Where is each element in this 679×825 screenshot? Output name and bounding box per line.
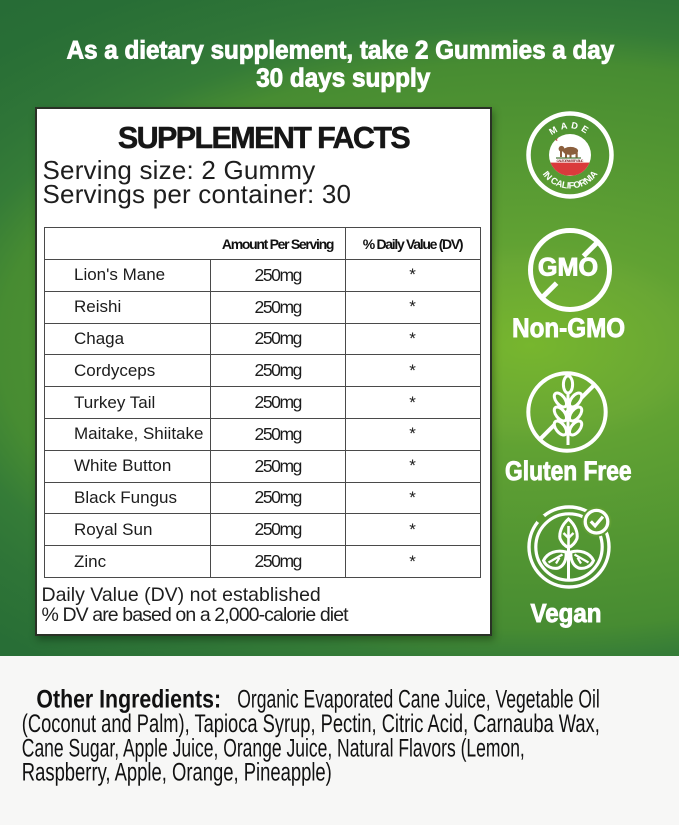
svg-text:Cane Sugar, Apple Juice, Orang: Cane Sugar, Apple Juice, Orange Juice, N… (22, 735, 525, 763)
svg-text:As a dietary supplement, take: As a dietary supplement, take 2 Gummies … (67, 37, 615, 65)
svg-text:(Coconut and Palm), Tapioca Sy: (Coconut and Palm), Tapioca Syrup, Pecti… (22, 710, 600, 738)
svg-text:Vegan: Vegan (531, 598, 602, 628)
svg-text:Raspberry, Apple, Orange, Pine: Raspberry, Apple, Orange, Pineapple) (22, 758, 332, 786)
svg-text:GMO: GMO (538, 253, 598, 281)
svg-text:CALIFORNIA REPUBLIC: CALIFORNIA REPUBLIC (557, 159, 585, 163)
svg-text:Other Ingredients:: Other Ingredients: (36, 685, 221, 713)
svg-text:Organic Evaporated Cane Juice,: Organic Evaporated Cane Juice, Vegetable… (237, 685, 600, 713)
svg-text:30 days supply: 30 days supply (256, 63, 431, 93)
svg-text:Non-GMO: Non-GMO (512, 313, 625, 343)
svg-text:Gluten Free: Gluten Free (505, 456, 632, 486)
